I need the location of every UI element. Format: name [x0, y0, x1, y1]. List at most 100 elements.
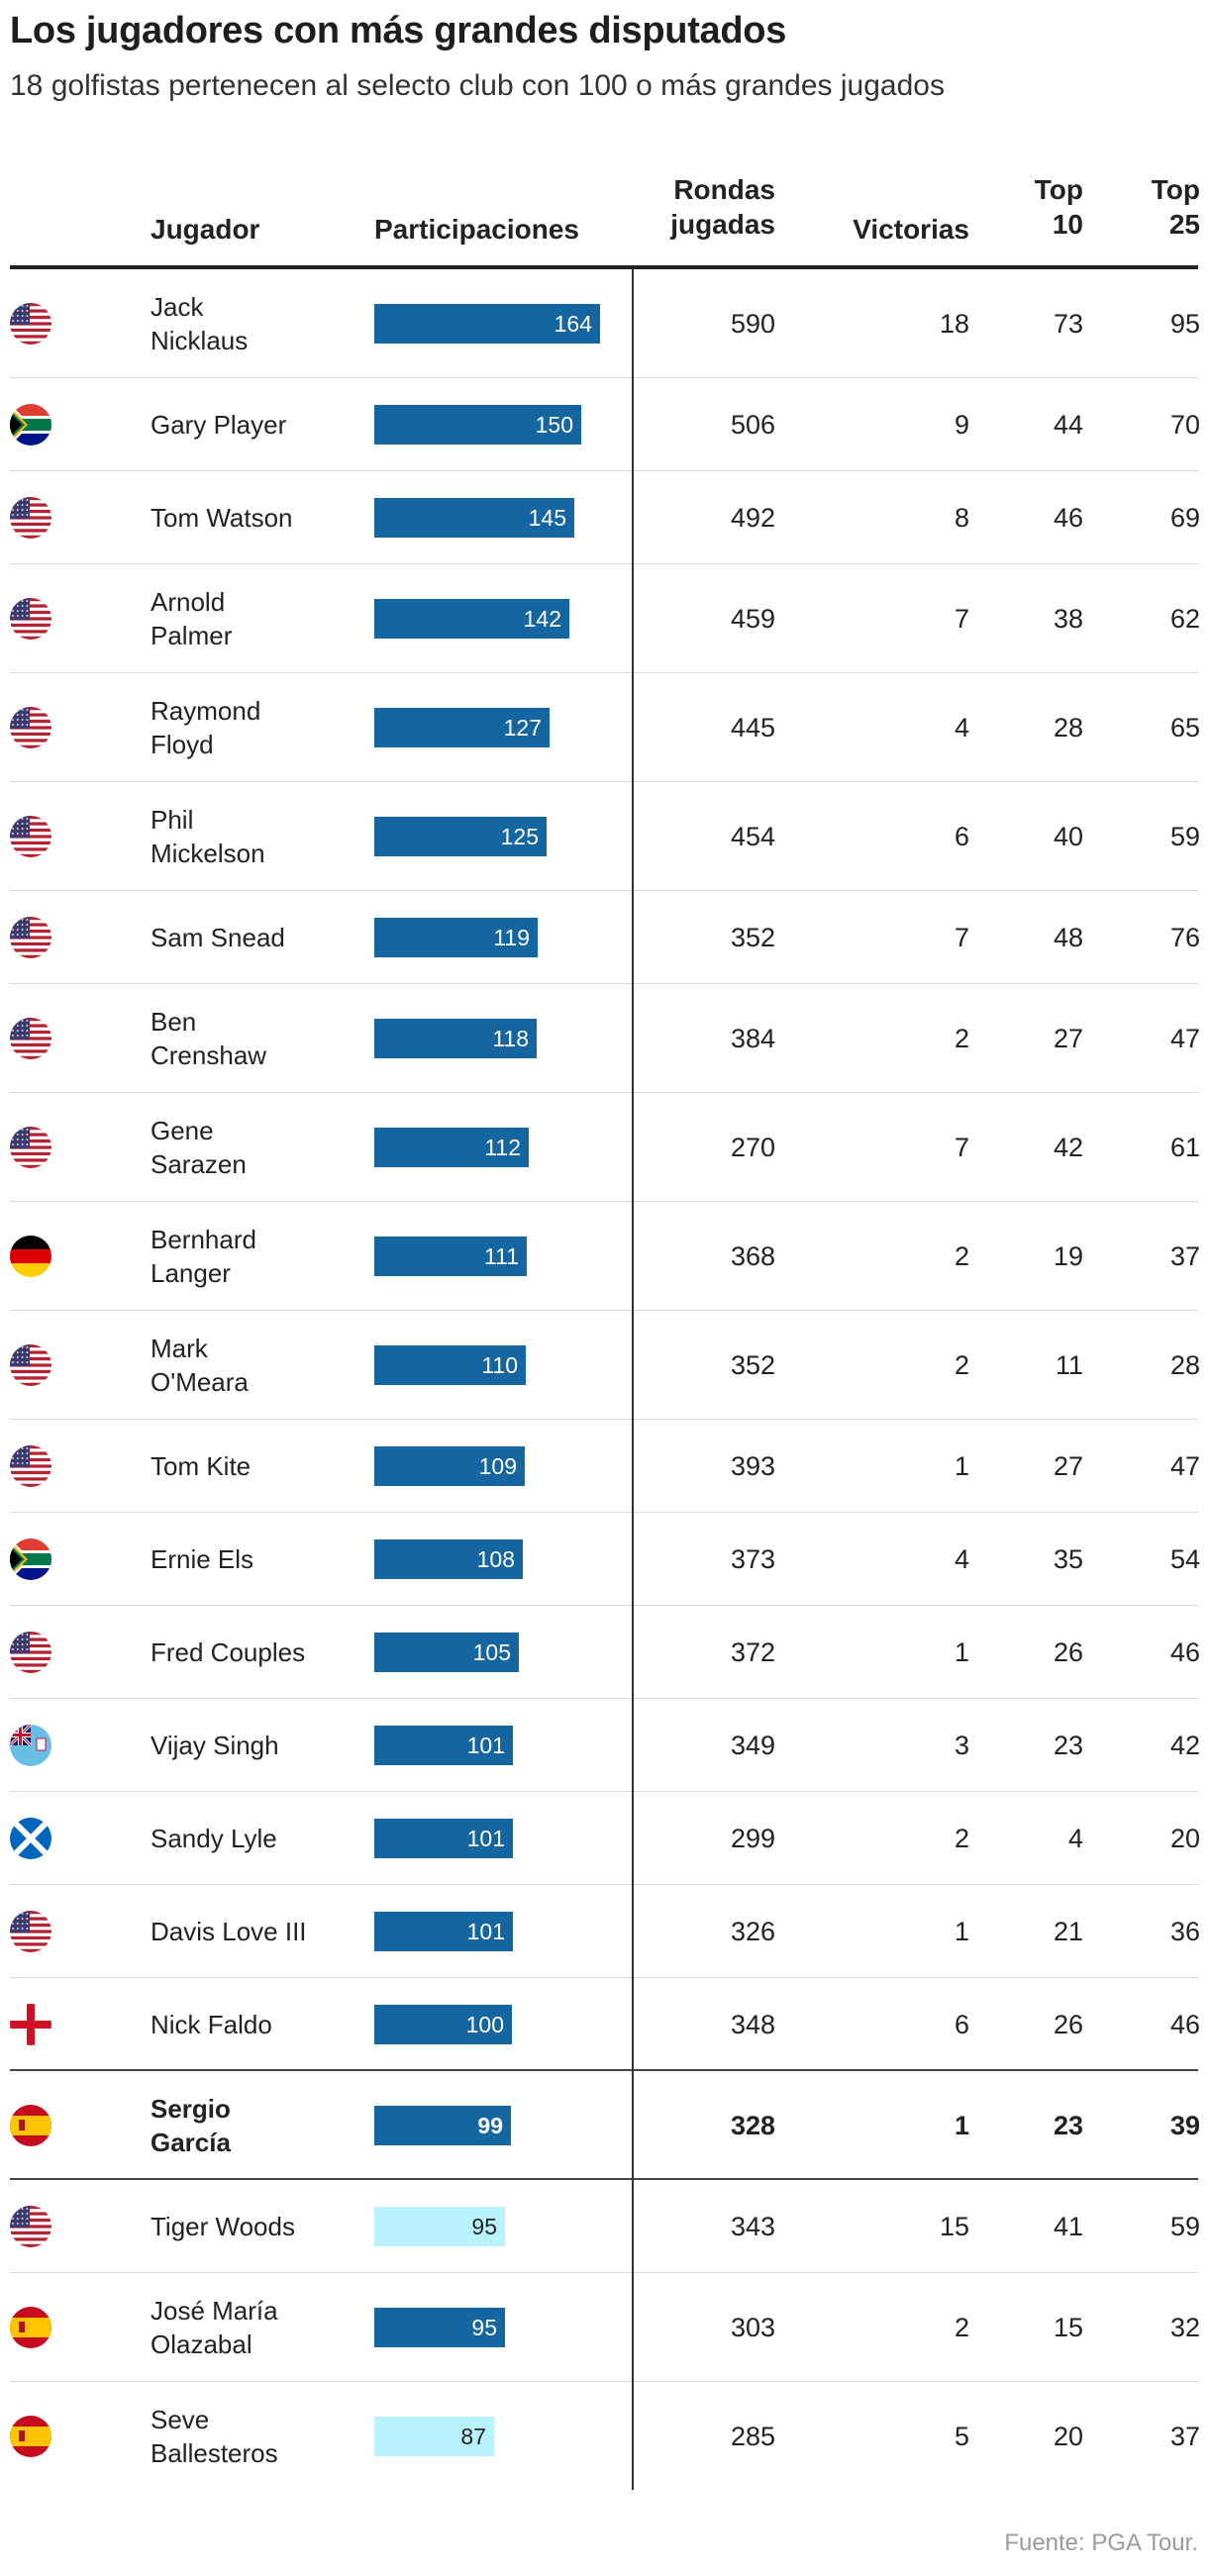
top10-value: 28 — [1053, 713, 1083, 743]
player-name-line: Fred Couples — [151, 1637, 306, 1667]
top10-value: 4 — [1067, 1824, 1083, 1853]
usa-flag-icon — [10, 1127, 51, 1168]
player-name: Sandy Lyle — [151, 1822, 368, 1855]
player-name-line: Crenshaw — [151, 1040, 267, 1070]
player-name-line: Sergio — [151, 2094, 231, 2124]
rondas-value: 299 — [730, 1824, 775, 1853]
top10-value: 19 — [1053, 1241, 1083, 1271]
participaciones-value: 100 — [465, 2012, 504, 2037]
participaciones-bar: 99 — [374, 2106, 511, 2145]
participaciones-bar: 105 — [374, 1633, 519, 1672]
table-row: Sam Snead 119 352 7 48 76 — [0, 891, 1208, 984]
table-row: Ernie Els 108 373 4 35 54 — [0, 1513, 1208, 1606]
player-name-line: Tiger Woods — [151, 2212, 295, 2241]
rondas-value: 328 — [730, 2111, 775, 2140]
player-name: Arnold Palmer — [151, 585, 368, 652]
participaciones-bar: 100 — [374, 2005, 512, 2044]
top25-value: 65 — [1169, 713, 1200, 743]
participaciones-bar: 118 — [374, 1019, 537, 1058]
player-name-line: Raymond — [151, 696, 261, 726]
usa-flag-icon — [10, 1911, 51, 1952]
player-name: Raymond Floyd — [151, 694, 368, 761]
player-name: Jack Nicklaus — [151, 290, 368, 357]
top25-value: 46 — [1169, 1637, 1200, 1667]
top25-value: 59 — [1169, 2212, 1200, 2241]
player-name-line: García — [151, 2128, 231, 2157]
participaciones-bar: 112 — [374, 1128, 529, 1167]
table-row: Nick Faldo 100 348 6 26 46 — [0, 1978, 1208, 2071]
top25-value: 59 — [1169, 822, 1200, 851]
usa-flag-icon — [10, 1018, 51, 1059]
row-separator — [10, 377, 1198, 378]
row-separator — [10, 1977, 1198, 1978]
participaciones-value: 101 — [466, 1826, 505, 1851]
top10-value: 35 — [1053, 1544, 1083, 1574]
player-name-line: O'Meara — [151, 1367, 249, 1397]
table-row: Vijay Singh 101 349 3 23 42 — [0, 1699, 1208, 1792]
south-africa-flag-icon — [10, 404, 51, 446]
rondas-value: 454 — [730, 822, 775, 851]
row-separator — [10, 563, 1198, 564]
table-row: Arnold Palmer 142 459 7 38 62 — [0, 564, 1208, 673]
top25-value: 61 — [1169, 1133, 1200, 1162]
top25-value: 42 — [1169, 1731, 1200, 1760]
victorias-value: 2 — [954, 1241, 969, 1271]
top25-value: 47 — [1169, 1024, 1200, 1053]
participaciones-bar: 101 — [374, 1726, 513, 1765]
top25-value: 37 — [1169, 2422, 1200, 2451]
rondas-value: 492 — [730, 503, 775, 533]
participaciones-value: 101 — [466, 1733, 505, 1758]
row-separator — [10, 1310, 1198, 1311]
participaciones-value: 95 — [471, 2214, 497, 2239]
spain-flag-icon — [10, 2307, 51, 2348]
victorias-value: 7 — [954, 923, 969, 952]
player-name: Phil Mickelson — [151, 803, 368, 870]
usa-flag-icon — [10, 917, 51, 958]
germany-flag-icon — [10, 1236, 51, 1277]
rondas-value: 303 — [730, 2313, 775, 2342]
row-separator — [10, 890, 1198, 891]
chart-title: Los jugadores con más grandes disputados — [10, 10, 787, 51]
victorias-value: 2 — [954, 1350, 969, 1380]
player-name-line: Gary Player — [151, 410, 287, 440]
player-name: Mark O'Meara — [151, 1332, 368, 1399]
player-name-line: Davis Love III — [151, 1917, 307, 1946]
player-name-line: Sam Snead — [151, 923, 285, 952]
row-separator — [10, 1791, 1198, 1792]
player-name: Vijay Singh — [151, 1729, 368, 1762]
row-separator — [10, 470, 1198, 471]
participaciones-bar: 150 — [374, 405, 581, 445]
top10-value: 20 — [1053, 2422, 1083, 2451]
participaciones-value: 164 — [554, 311, 592, 337]
player-name-line: Tom Watson — [151, 503, 293, 533]
usa-flag-icon — [10, 1445, 51, 1487]
table-row: José María Olazabal 95 303 2 15 32 — [0, 2273, 1208, 2382]
table-row: Sandy Lyle 101 299 2 4 20 — [0, 1792, 1208, 1885]
rondas-value: 349 — [730, 1731, 775, 1760]
header-rondas-line1: Rondas — [673, 174, 775, 205]
participaciones-bar: 87 — [374, 2417, 494, 2456]
participaciones-value: 95 — [471, 2315, 497, 2340]
header-rule — [10, 265, 1198, 269]
participaciones-value: 127 — [503, 715, 542, 741]
table-row: Sergio García 99 328 1 23 39 — [0, 2069, 1208, 2180]
usa-flag-icon — [10, 303, 51, 345]
row-separator — [10, 1201, 1198, 1202]
player-name-line: Olazabal — [151, 2329, 252, 2359]
player-name-line: Sarazen — [151, 1149, 247, 1179]
participaciones-value: 105 — [472, 1639, 511, 1665]
top25-value: 36 — [1169, 1917, 1200, 1946]
victorias-value: 4 — [954, 713, 969, 743]
participaciones-value: 150 — [535, 412, 573, 438]
victorias-value: 3 — [954, 1731, 969, 1760]
player-name: Sergio García — [151, 2092, 368, 2159]
player-name: José María Olazabal — [151, 2294, 368, 2361]
participaciones-bar: 109 — [374, 1446, 525, 1486]
top10-value: 11 — [1055, 1350, 1083, 1380]
table-row: Tom Watson 145 492 8 46 69 — [0, 471, 1208, 564]
participaciones-value: 108 — [476, 1546, 515, 1572]
row-separator — [10, 2381, 1198, 2382]
top10-value: 23 — [1053, 1731, 1083, 1760]
top10-value: 73 — [1053, 309, 1083, 339]
header-top10: Top 10 — [1035, 172, 1083, 242]
